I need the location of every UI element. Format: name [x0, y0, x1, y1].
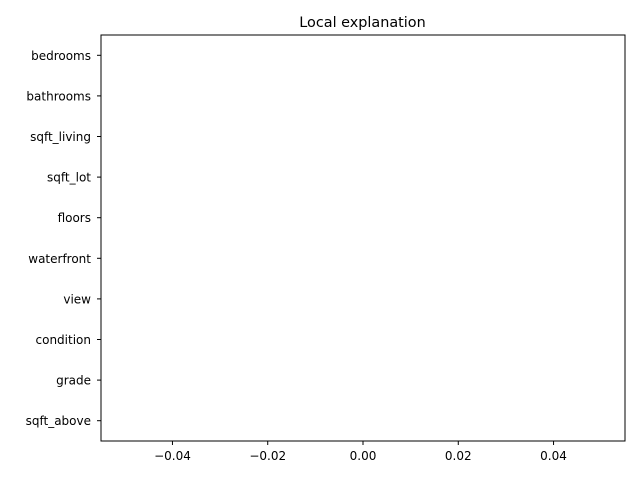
- y-tick-label: condition: [36, 333, 91, 347]
- y-tick-label: bathrooms: [26, 89, 91, 103]
- x-tick-label: 0.02: [445, 449, 472, 463]
- y-tick-label: view: [63, 292, 91, 306]
- y-tick-label: waterfront: [28, 252, 91, 266]
- y-tick-label: floors: [58, 211, 91, 225]
- y-tick-label: sqft_lot: [47, 171, 91, 185]
- y-axis: bedrooms bathrooms sqft_living sqft_lotfloo…: [26, 49, 101, 428]
- plot-area-frame: [100, 34, 626, 442]
- y-tick-label: sqft_living: [30, 130, 91, 144]
- x-tick-label: −0.04: [154, 449, 191, 463]
- x-axis: −0.04 −0.02 0.00 0.02 0.04: [154, 441, 567, 463]
- x-tick-label: −0.02: [249, 449, 286, 463]
- x-tick-label: 0.04: [540, 449, 567, 463]
- chart-title: Local explanation: [299, 15, 425, 31]
- y-tick-label: sqft_above: [26, 414, 91, 428]
- y-tick-label: bedrooms: [31, 49, 91, 63]
- x-tick-label: 0.00: [350, 449, 377, 463]
- y-tick-label: grade: [56, 374, 91, 388]
